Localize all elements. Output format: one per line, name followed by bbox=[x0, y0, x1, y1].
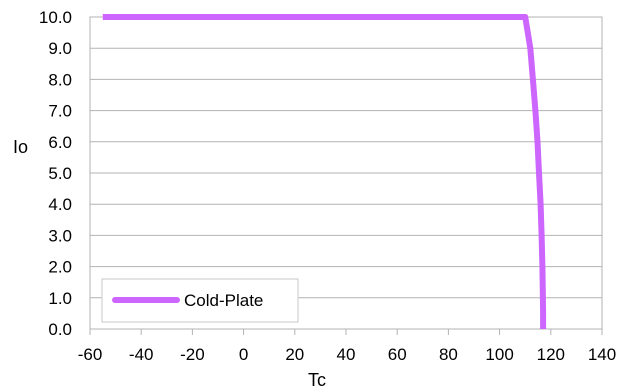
y-axis-title: Io bbox=[13, 137, 28, 157]
x-axis-title: Tc bbox=[308, 370, 326, 390]
y-tick-label: 9.0 bbox=[48, 39, 72, 58]
y-tick-label: 6.0 bbox=[48, 133, 72, 152]
series-lines bbox=[102, 14, 547, 329]
x-tick-label: -20 bbox=[180, 345, 205, 364]
y-tick-label: 10.0 bbox=[39, 8, 72, 27]
legend-label-cold-plate: Cold-Plate bbox=[184, 291, 263, 310]
x-tick-label: 20 bbox=[285, 345, 304, 364]
y-tick-label: 8.0 bbox=[48, 70, 72, 89]
series-line-cold-plate bbox=[102, 14, 547, 329]
x-tick-label: 40 bbox=[337, 345, 356, 364]
y-tick-label: 4.0 bbox=[48, 195, 72, 214]
x-tick-label: 120 bbox=[537, 345, 565, 364]
legend: Cold-Plate bbox=[101, 278, 299, 323]
x-tick-label: -40 bbox=[129, 345, 154, 364]
y-tick-label: 1.0 bbox=[48, 289, 72, 308]
x-tick-label: 0 bbox=[239, 345, 248, 364]
x-tick-label: 60 bbox=[388, 345, 407, 364]
y-tick-labels: 0.0 1.0 2.0 3.0 4.0 5.0 6.0 7.0 8.0 9.0 10.0 bbox=[39, 8, 72, 339]
y-tick-label: 7.0 bbox=[48, 102, 72, 121]
x-tick-label: 140 bbox=[588, 345, 616, 364]
x-tick-label: 80 bbox=[439, 345, 458, 364]
y-tick-label: 3.0 bbox=[48, 226, 72, 245]
x-tick-label: -60 bbox=[78, 345, 103, 364]
x-tick-label: 100 bbox=[485, 345, 513, 364]
x-tick-labels: -60 -40 -20 0 20 40 60 80 100 120 140 bbox=[78, 345, 616, 364]
y-tick-label: 5.0 bbox=[48, 164, 72, 183]
y-tick-label: 0.0 bbox=[48, 320, 72, 339]
y-tick-label: 2.0 bbox=[48, 258, 72, 277]
